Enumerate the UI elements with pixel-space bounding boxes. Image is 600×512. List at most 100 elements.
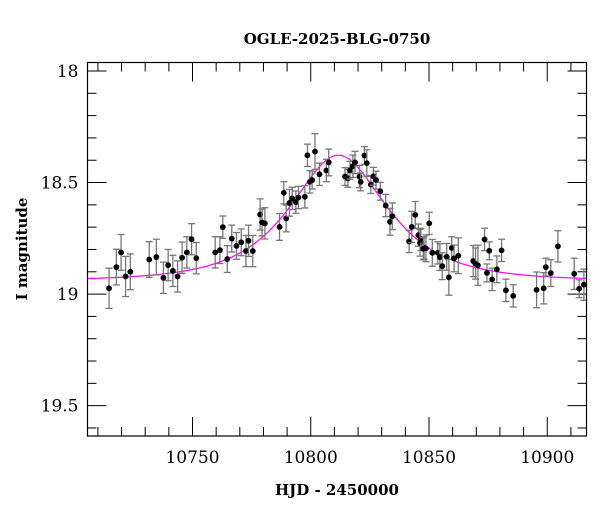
data-marker	[382, 202, 389, 209]
data-marker	[309, 177, 316, 183]
data-marker	[292, 199, 299, 206]
data-marker	[502, 287, 509, 294]
data-marker	[361, 152, 368, 159]
data-marker	[554, 243, 561, 250]
model-curve	[87, 154, 587, 280]
data-marker	[295, 194, 302, 201]
data-marker	[486, 247, 493, 254]
data-marker	[445, 274, 452, 281]
data-point	[315, 162, 323, 187]
data-point	[192, 241, 200, 275]
data-point	[474, 244, 482, 287]
axis-ticks	[87, 62, 587, 436]
data-point	[438, 252, 446, 281]
data-marker	[540, 285, 547, 292]
data-point	[219, 215, 227, 239]
data-marker	[217, 247, 223, 254]
data-point	[301, 185, 309, 209]
data-marker	[179, 254, 185, 261]
data-point	[502, 278, 510, 303]
data-point	[554, 230, 562, 263]
data-point	[237, 228, 245, 257]
data-marker	[373, 177, 379, 183]
data-marker	[356, 173, 363, 180]
data-marker	[146, 256, 153, 263]
data-marker	[489, 276, 496, 283]
data-point	[228, 224, 236, 253]
data-marker	[363, 160, 370, 167]
data-point	[408, 210, 416, 244]
data-point	[112, 248, 120, 286]
x-tick-label: 10800	[284, 448, 338, 468]
y-tick-label: 19	[57, 285, 79, 305]
data-point	[509, 284, 517, 308]
data-marker	[498, 247, 505, 254]
data-marker	[169, 267, 176, 274]
data-point	[292, 190, 300, 214]
data-point	[363, 149, 371, 178]
data-marker	[165, 262, 172, 268]
data-marker	[533, 286, 540, 293]
data-marker	[249, 248, 256, 254]
data-marker	[325, 159, 332, 166]
data-marker	[547, 270, 554, 277]
data-marker	[304, 152, 311, 159]
x-tick-label: 10750	[165, 448, 219, 468]
data-marker	[436, 254, 443, 260]
data-point	[540, 272, 548, 305]
data-point	[498, 238, 506, 263]
data-point	[122, 255, 130, 298]
y-tick-label: 19.5	[41, 397, 79, 417]
data-point	[216, 236, 224, 265]
y-axis-label: I magnitude	[13, 198, 31, 301]
data-marker	[484, 270, 490, 276]
data-point	[388, 202, 396, 231]
data-marker	[312, 148, 318, 155]
data-point	[188, 222, 196, 256]
data-point	[105, 267, 113, 310]
data-marker	[153, 254, 160, 260]
data-marker	[389, 213, 396, 220]
data-point	[232, 231, 240, 260]
data-marker	[571, 270, 578, 277]
data-point	[280, 180, 288, 205]
data-marker	[439, 263, 446, 270]
data-marker	[106, 285, 112, 292]
data-marker	[455, 252, 462, 259]
data-marker	[377, 188, 384, 195]
data-marker	[323, 167, 330, 174]
data-point	[169, 254, 177, 288]
data-point	[276, 212, 284, 241]
data-marker	[423, 245, 429, 252]
data-marker	[481, 236, 488, 243]
data-marker	[510, 292, 517, 299]
data-marker	[493, 266, 500, 273]
data-marker	[451, 255, 457, 262]
data-marker	[426, 220, 433, 227]
data-marker	[183, 249, 190, 256]
data-marker	[448, 245, 455, 251]
data-marker	[228, 235, 235, 242]
data-point	[445, 258, 453, 296]
data-marker	[233, 243, 240, 249]
data-marker	[122, 273, 129, 280]
data-point	[288, 186, 296, 211]
data-marker	[283, 215, 290, 222]
data-point	[126, 253, 134, 291]
data-marker	[580, 281, 587, 288]
data-marker	[224, 256, 231, 262]
data-point	[159, 261, 167, 295]
data-point	[357, 172, 365, 192]
data-marker	[316, 171, 323, 178]
data-point	[542, 257, 550, 277]
data-marker	[219, 224, 226, 231]
data-marker	[352, 159, 358, 166]
data-marker	[238, 239, 245, 246]
data-marker	[193, 255, 200, 262]
data-marker	[357, 178, 364, 185]
data-point	[422, 234, 430, 263]
data-point	[183, 236, 191, 269]
data-marker	[212, 249, 219, 256]
data-marker	[289, 195, 296, 202]
